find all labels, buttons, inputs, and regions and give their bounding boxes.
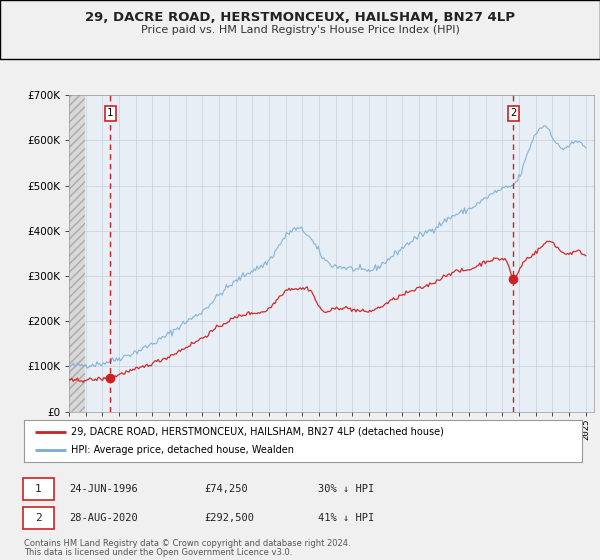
Text: 30% ↓ HPI: 30% ↓ HPI [318, 484, 374, 494]
Text: £74,250: £74,250 [204, 484, 248, 494]
Bar [69, 95, 85, 412]
Text: 41% ↓ HPI: 41% ↓ HPI [318, 513, 374, 523]
Text: Contains HM Land Registry data © Crown copyright and database right 2024.: Contains HM Land Registry data © Crown c… [24, 539, 350, 548]
Text: 1: 1 [107, 108, 113, 118]
Text: 29, DACRE ROAD, HERSTMONCEUX, HAILSHAM, BN27 4LP (detached house): 29, DACRE ROAD, HERSTMONCEUX, HAILSHAM, … [71, 427, 445, 437]
Text: Price paid vs. HM Land Registry's House Price Index (HPI): Price paid vs. HM Land Registry's House … [140, 25, 460, 35]
Text: This data is licensed under the Open Government Licence v3.0.: This data is licensed under the Open Gov… [24, 548, 292, 557]
Text: £292,500: £292,500 [204, 513, 254, 523]
Text: 2: 2 [35, 513, 42, 523]
Text: 29, DACRE ROAD, HERSTMONCEUX, HAILSHAM, BN27 4LP: 29, DACRE ROAD, HERSTMONCEUX, HAILSHAM, … [85, 11, 515, 24]
Text: 28-AUG-2020: 28-AUG-2020 [69, 513, 138, 523]
Text: 2: 2 [510, 108, 517, 118]
Text: HPI: Average price, detached house, Wealden: HPI: Average price, detached house, Weal… [71, 445, 295, 455]
Text: 1: 1 [35, 484, 42, 494]
Text: 24-JUN-1996: 24-JUN-1996 [69, 484, 138, 494]
